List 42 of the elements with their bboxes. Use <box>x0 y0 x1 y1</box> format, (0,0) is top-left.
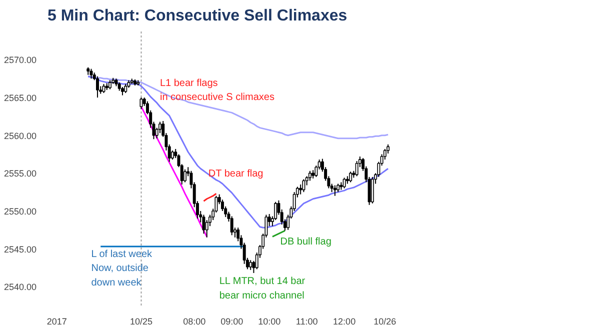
candlestick <box>349 171 352 183</box>
x-tick-label: 10/25 <box>130 316 152 326</box>
y-tick-label: 2560.00 <box>4 130 37 141</box>
candlestick <box>90 68 93 80</box>
x-tick-label: 09:00 <box>220 316 244 326</box>
candlestick <box>102 83 106 94</box>
candlestick <box>249 260 252 270</box>
x-tick-label: 08:00 <box>183 316 206 326</box>
y-tick-label: 2565.00 <box>4 93 37 104</box>
candlestick <box>170 150 174 160</box>
candlestick <box>230 216 234 236</box>
annotation: DB bull flag <box>280 236 332 248</box>
annotation: LL MTR, but 14 bar bear micro channel <box>219 276 306 302</box>
candlestick <box>183 168 186 183</box>
candlestick <box>140 97 143 110</box>
candlestick <box>355 160 358 177</box>
candlestick <box>308 170 312 182</box>
line-series <box>202 192 217 202</box>
candlestick <box>96 76 99 98</box>
candlestick <box>202 214 206 234</box>
text: 2017 <box>46 316 67 326</box>
chart-title: 5 Min Chart: Consecutive Sell Climaxes <box>48 8 348 24</box>
line-series <box>272 230 286 238</box>
candlestick <box>299 184 302 195</box>
y-tick-label: 2540.00 <box>4 282 37 292</box>
candlestick <box>342 177 346 189</box>
candlestick <box>333 184 336 196</box>
candlestick <box>108 80 112 90</box>
x-tick-label: 11:00 <box>296 316 318 326</box>
y-tick-label: 2545.00 <box>4 244 37 254</box>
y-tick-label: 2550.00 <box>4 206 37 216</box>
candlestick <box>302 178 306 193</box>
annotation: L1 bear flags in consecutive S climaxes <box>160 78 274 104</box>
x-tick-label: 10/26 <box>374 316 396 326</box>
candlestick <box>370 176 374 204</box>
annotation: DT bear flag <box>208 168 264 180</box>
x-tick-label: 12:00 <box>333 316 356 326</box>
annotation: L of last week Now, outside down week <box>91 248 154 288</box>
candlestick <box>124 83 128 94</box>
x-tick-label: 10:00 <box>258 316 281 326</box>
y-tick-label: 2555.00 <box>4 168 37 179</box>
y-tick-label: 2570.00 <box>4 55 37 66</box>
